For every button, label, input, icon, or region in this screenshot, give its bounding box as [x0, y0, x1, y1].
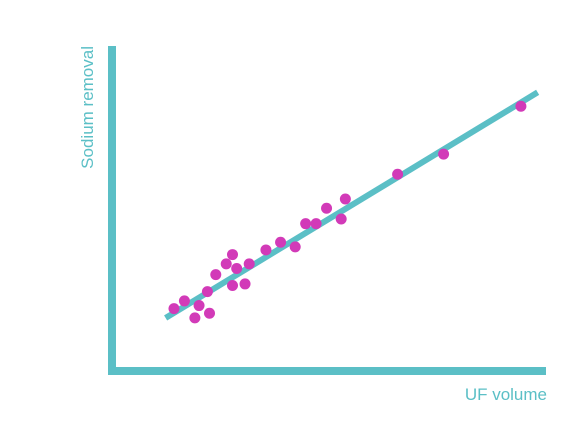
data-point	[231, 262, 243, 274]
y-axis-label: Sodium removal	[78, 46, 97, 169]
data-point	[335, 213, 347, 225]
data-point	[321, 202, 333, 214]
data-point	[300, 218, 312, 230]
data-point	[275, 236, 287, 248]
data-point	[392, 168, 404, 180]
data-points-group	[168, 100, 527, 324]
data-point	[515, 100, 527, 112]
data-point	[220, 258, 232, 270]
data-point	[310, 218, 322, 230]
data-point	[210, 269, 222, 281]
data-point	[239, 278, 251, 290]
data-point	[243, 258, 255, 270]
data-point	[339, 193, 351, 205]
data-point	[227, 249, 238, 261]
trendline	[164, 89, 540, 321]
data-point	[438, 148, 450, 160]
trendline-group	[164, 89, 540, 321]
data-point	[260, 244, 272, 256]
data-point	[189, 312, 201, 324]
data-point	[168, 303, 180, 315]
x-axis-label: UF volume	[465, 385, 547, 404]
data-point	[227, 279, 238, 291]
data-point	[178, 295, 190, 307]
data-point	[193, 300, 205, 312]
data-point	[204, 307, 216, 319]
data-point	[201, 286, 213, 298]
data-point	[289, 241, 301, 253]
